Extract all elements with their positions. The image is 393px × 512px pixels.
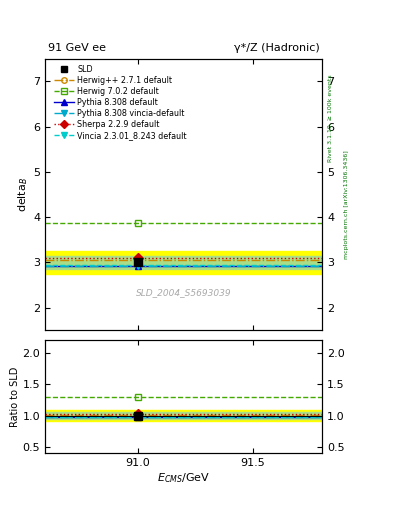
Bar bbox=[45, 255, 322, 269]
Legend: SLD, Herwig++ 2.7.1 default, Herwig 7.0.2 default, Pythia 8.308 default, Pythia : SLD, Herwig++ 2.7.1 default, Herwig 7.0.… bbox=[51, 61, 190, 143]
Bar bbox=[45, 410, 322, 421]
Text: SLD_2004_S5693039: SLD_2004_S5693039 bbox=[136, 288, 231, 297]
Y-axis label: delta$_B$: delta$_B$ bbox=[17, 177, 30, 212]
Text: Rivet 3.1.10, ≥ 100k events: Rivet 3.1.10, ≥ 100k events bbox=[328, 74, 333, 162]
X-axis label: $E_{CMS}$/GeV: $E_{CMS}$/GeV bbox=[157, 471, 210, 484]
Text: mcplots.cern.ch [arXiv:1306.3436]: mcplots.cern.ch [arXiv:1306.3436] bbox=[344, 151, 349, 259]
Text: 91 GeV ee: 91 GeV ee bbox=[48, 44, 106, 53]
Y-axis label: Ratio to SLD: Ratio to SLD bbox=[10, 367, 20, 427]
Bar bbox=[45, 251, 322, 274]
Text: γ*/Z (Hadronic): γ*/Z (Hadronic) bbox=[234, 44, 320, 53]
Bar bbox=[45, 413, 322, 419]
